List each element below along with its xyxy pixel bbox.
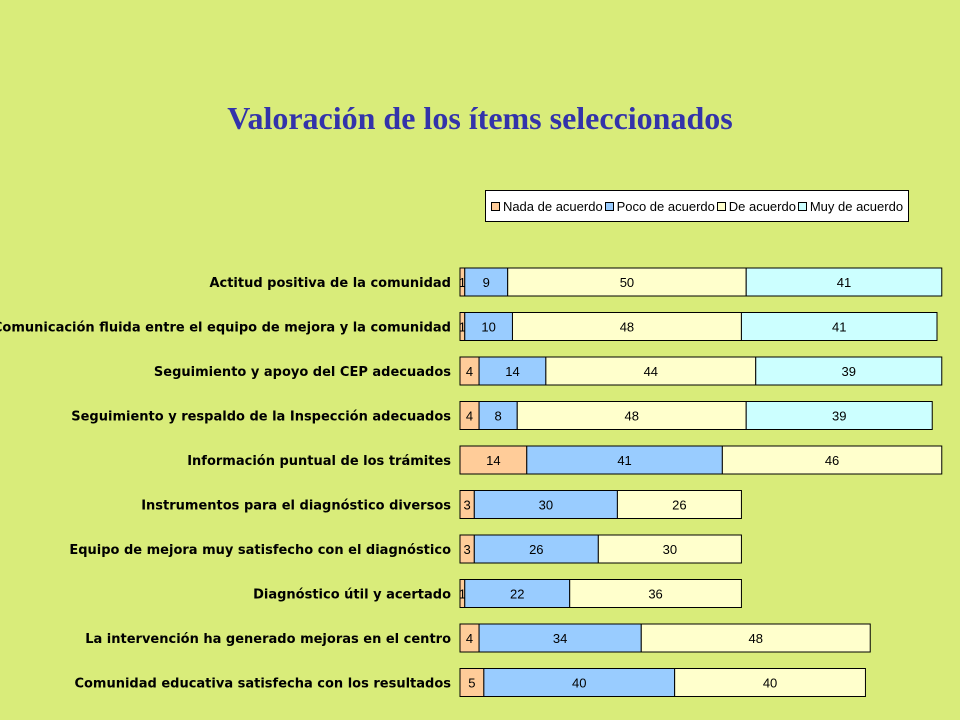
bar-poco-de-acuerdo-equipo-de-mejora-muy-satisfecho-con-el-diagnostico — [473, 534, 599, 564]
value-label-poco-de-acuerdo-equipo-de-mejora-muy-satisfecho-con-el-diagnostico: 26 — [529, 542, 543, 557]
legend-label-de: De acuerdo — [728, 198, 796, 214]
legend-item-de: De acuerdo — [716, 198, 796, 214]
value-label-poco-de-acuerdo-comunidad-educativa-satisfecha-con-los-resultados: 40 — [572, 676, 586, 691]
bar-de-acuerdo-diagnostico-util-y-acertado — [569, 579, 742, 608]
bar-de-acuerdo-comunidad-educativa-satisfecha-con-los-resultados — [674, 668, 866, 697]
legend-label-poco: Poco de acuerdo — [616, 198, 715, 214]
value-label-de-acuerdo-comunicacion-fluida-entre-el-equipo-de-mejora-y-la-comunidad: 48 — [620, 320, 634, 335]
value-label-de-acuerdo-comunidad-educativa-satisfecha-con-los-resultados: 40 — [763, 676, 777, 691]
value-label-nada-de-acuerdo-seguimiento-y-respaldo-de-la-inspeccion-adecuados: 4 — [466, 409, 473, 424]
bar-muy-de-acuerdo-seguimiento-y-apoyo-del-cep-adecuados — [755, 356, 943, 386]
bar-poco-de-acuerdo-seguimiento-y-respaldo-de-la-inspeccion-adecuados — [478, 401, 518, 430]
bar-poco-de-acuerdo-comunicacion-fluida-entre-el-equipo-de-mejora-y-la-comunidad — [464, 312, 513, 341]
value-label-nada-de-acuerdo-comunicacion-fluida-entre-el-equipo-de-mejora-y-la-comunidad: 1 — [459, 320, 466, 335]
category-label-diagnostico-util-y-acertado: Diagnóstico útil y acertado — [253, 588, 451, 603]
category-label-informacion-puntual-de-los-tramites: Información puntual de los trámites — [187, 454, 451, 469]
value-label-de-acuerdo-seguimiento-y-respaldo-de-la-inspeccion-adecuados: 48 — [624, 409, 638, 424]
value-label-de-acuerdo-equipo-de-mejora-muy-satisfecho-con-el-diagnostico: 30 — [663, 542, 677, 557]
category-label-seguimiento-y-respaldo-de-la-inspeccion-adecuados: Seguimiento y respaldo de la Inspección … — [71, 410, 451, 425]
value-label-de-acuerdo-instrumentos-para-el-diagnostico-diversos: 26 — [672, 498, 686, 513]
legend-swatch-de — [716, 201, 726, 211]
bar-de-acuerdo-la-intervencion-ha-generado-mejoras-en-el-centro — [640, 623, 871, 653]
value-label-nada-de-acuerdo-diagnostico-util-y-acertado: 1 — [459, 587, 466, 602]
value-label-poco-de-acuerdo-la-intervencion-ha-generado-mejoras-en-el-centro: 34 — [553, 631, 567, 646]
bar-de-acuerdo-instrumentos-para-el-diagnostico-diversos — [616, 490, 742, 519]
bar-poco-de-acuerdo-informacion-puntual-de-los-tramites — [526, 445, 723, 475]
value-label-muy-de-acuerdo-comunicacion-fluida-entre-el-equipo-de-mejora-y-la-comunidad: 41 — [832, 320, 846, 335]
legend-swatch-nada — [490, 201, 500, 211]
category-label-la-intervencion-ha-generado-mejoras-en-el-centro: La intervención ha generado mejoras en e… — [85, 632, 451, 647]
bar-nada-de-acuerdo-informacion-puntual-de-los-tramites — [459, 445, 528, 475]
bar-de-acuerdo-seguimiento-y-respaldo-de-la-inspeccion-adecuados — [516, 401, 747, 430]
value-label-nada-de-acuerdo-comunidad-educativa-satisfecha-con-los-resultados: 5 — [468, 676, 475, 691]
bar-poco-de-acuerdo-seguimiento-y-apoyo-del-cep-adecuados — [478, 356, 547, 386]
value-label-de-acuerdo-la-intervencion-ha-generado-mejoras-en-el-centro: 48 — [749, 631, 763, 646]
legend-label-muy: Muy de acuerdo — [809, 198, 904, 214]
value-label-poco-de-acuerdo-comunicacion-fluida-entre-el-equipo-de-mejora-y-la-comunidad: 10 — [481, 320, 495, 335]
value-label-poco-de-acuerdo-actitud-positiva-de-la-comunidad: 9 — [483, 275, 490, 290]
legend: Nada de acuerdo Poco de acuerdo De acuer… — [485, 190, 909, 222]
bar-de-acuerdo-equipo-de-mejora-muy-satisfecho-con-el-diagnostico — [597, 534, 742, 564]
bar-muy-de-acuerdo-actitud-positiva-de-la-comunidad — [745, 267, 943, 297]
value-label-poco-de-acuerdo-seguimiento-y-respaldo-de-la-inspeccion-adecuados: 8 — [495, 409, 502, 424]
value-label-nada-de-acuerdo-instrumentos-para-el-diagnostico-diversos: 3 — [464, 498, 471, 513]
legend-item-poco: Poco de acuerdo — [604, 198, 715, 214]
value-label-poco-de-acuerdo-diagnostico-util-y-acertado: 22 — [510, 587, 524, 602]
category-label-comunidad-educativa-satisfecha-con-los-resultados: Comunidad educativa satisfecha con los r… — [74, 677, 451, 692]
category-label-seguimiento-y-apoyo-del-cep-adecuados: Seguimiento y apoyo del CEP adecuados — [154, 365, 451, 380]
bar-poco-de-acuerdo-la-intervencion-ha-generado-mejoras-en-el-centro — [478, 623, 642, 653]
legend-swatch-muy — [797, 201, 807, 211]
bar-de-acuerdo-informacion-puntual-de-los-tramites — [721, 445, 943, 475]
value-label-nada-de-acuerdo-seguimiento-y-apoyo-del-cep-adecuados: 4 — [466, 364, 473, 379]
chart-title: Valoración de los ítems seleccionados — [227, 100, 733, 136]
value-label-nada-de-acuerdo-equipo-de-mejora-muy-satisfecho-con-el-diagnostico: 3 — [464, 542, 471, 557]
bar-muy-de-acuerdo-comunicacion-fluida-entre-el-equipo-de-mejora-y-la-comunidad — [740, 312, 938, 341]
value-label-de-acuerdo-diagnostico-util-y-acertado: 36 — [648, 587, 662, 602]
bar-poco-de-acuerdo-diagnostico-util-y-acertado — [464, 579, 571, 608]
value-label-poco-de-acuerdo-seguimiento-y-apoyo-del-cep-adecuados: 14 — [505, 364, 519, 379]
category-label-instrumentos-para-el-diagnostico-diversos: Instrumentos para el diagnóstico diverso… — [141, 499, 451, 514]
value-label-nada-de-acuerdo-la-intervencion-ha-generado-mejoras-en-el-centro: 4 — [466, 631, 473, 646]
value-label-muy-de-acuerdo-actitud-positiva-de-la-comunidad: 41 — [837, 275, 851, 290]
category-label-comunicacion-fluida-entre-el-equipo-de-mejora-y-la-comunidad: Comunicación fluida entre el equipo de m… — [0, 321, 451, 336]
value-label-muy-de-acuerdo-seguimiento-y-respaldo-de-la-inspeccion-adecuados: 39 — [832, 409, 846, 424]
category-label-actitud-positiva-de-la-comunidad: Actitud positiva de la comunidad — [209, 276, 451, 291]
legend-swatch-poco — [604, 201, 614, 211]
value-label-nada-de-acuerdo-actitud-positiva-de-la-comunidad: 1 — [459, 275, 466, 290]
bar-muy-de-acuerdo-seguimiento-y-respaldo-de-la-inspeccion-adecuados — [745, 401, 933, 430]
value-label-poco-de-acuerdo-instrumentos-para-el-diagnostico-diversos: 30 — [539, 498, 553, 513]
value-label-poco-de-acuerdo-informacion-puntual-de-los-tramites: 41 — [617, 453, 631, 468]
value-label-muy-de-acuerdo-seguimiento-y-apoyo-del-cep-adecuados: 39 — [842, 364, 856, 379]
bar-de-acuerdo-seguimiento-y-apoyo-del-cep-adecuados — [545, 356, 757, 386]
bar-de-acuerdo-comunicacion-fluida-entre-el-equipo-de-mejora-y-la-comunidad — [511, 312, 742, 341]
bar-poco-de-acuerdo-instrumentos-para-el-diagnostico-diversos — [473, 490, 618, 519]
value-label-de-acuerdo-informacion-puntual-de-los-tramites: 46 — [825, 453, 839, 468]
category-label-equipo-de-mejora-muy-satisfecho-con-el-diagnostico: Equipo de mejora muy satisfecho con el d… — [69, 543, 451, 558]
legend-item-muy: Muy de acuerdo — [797, 198, 904, 214]
value-label-nada-de-acuerdo-informacion-puntual-de-los-tramites: 14 — [486, 453, 500, 468]
value-label-de-acuerdo-actitud-positiva-de-la-comunidad: 50 — [620, 275, 634, 290]
legend-item-nada: Nada de acuerdo — [490, 198, 603, 214]
legend-label-nada: Nada de acuerdo — [502, 198, 603, 214]
value-label-de-acuerdo-seguimiento-y-apoyo-del-cep-adecuados: 44 — [644, 364, 658, 379]
